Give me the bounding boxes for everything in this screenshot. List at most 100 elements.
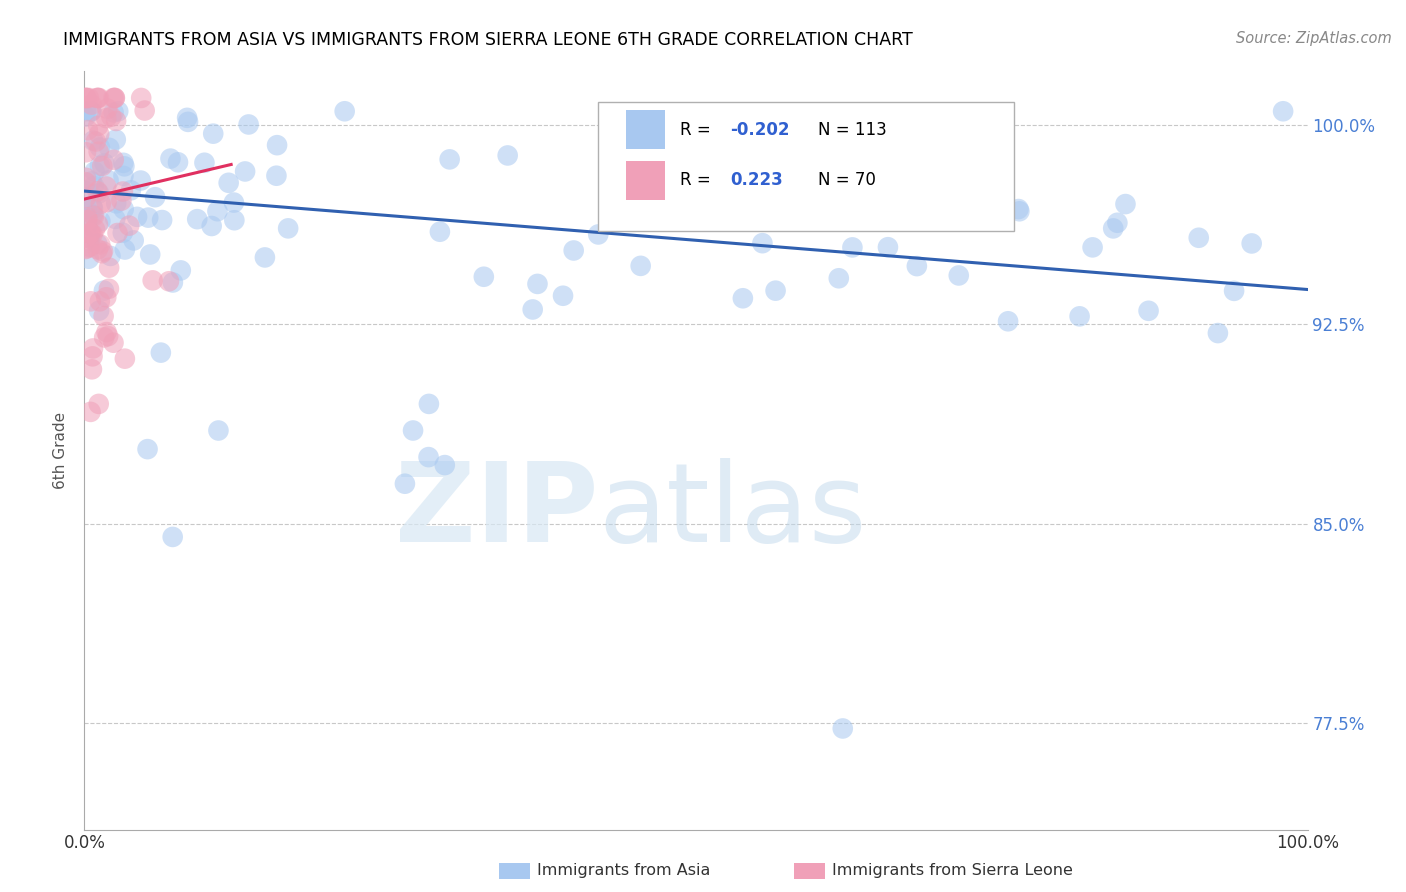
Point bbox=[496, 148, 519, 162]
Point bbox=[551, 289, 574, 303]
Point bbox=[948, 268, 970, 283]
Point bbox=[103, 105, 125, 120]
Point bbox=[96, 179, 118, 194]
Point bbox=[75, 91, 97, 105]
Point bbox=[107, 104, 129, 119]
Point bbox=[112, 169, 135, 183]
Text: ZIP: ZIP bbox=[395, 458, 598, 565]
Point bbox=[429, 225, 451, 239]
Point bbox=[87, 397, 110, 411]
Point bbox=[93, 330, 115, 344]
Point bbox=[748, 194, 770, 208]
Point bbox=[1114, 197, 1136, 211]
Point bbox=[96, 290, 118, 304]
Point bbox=[76, 218, 98, 232]
Point bbox=[1137, 303, 1160, 318]
Point bbox=[176, 111, 198, 125]
Point bbox=[112, 202, 135, 217]
Point bbox=[841, 240, 863, 254]
Point bbox=[97, 329, 120, 343]
Point bbox=[120, 183, 142, 197]
Point bbox=[91, 244, 114, 259]
Point bbox=[122, 234, 145, 248]
Point bbox=[82, 349, 104, 363]
Point bbox=[136, 442, 159, 457]
Point bbox=[129, 173, 152, 187]
Point bbox=[80, 97, 103, 112]
Text: -0.202: -0.202 bbox=[730, 120, 790, 139]
Point bbox=[418, 450, 440, 464]
Point bbox=[80, 104, 103, 119]
Point bbox=[76, 211, 98, 225]
Point bbox=[83, 164, 105, 178]
Point bbox=[170, 263, 193, 277]
Point bbox=[96, 111, 118, 125]
Point bbox=[98, 141, 121, 155]
Point bbox=[89, 237, 111, 252]
Point bbox=[93, 156, 115, 170]
Point bbox=[76, 123, 98, 137]
Point bbox=[98, 260, 121, 275]
Point bbox=[266, 138, 288, 153]
Point bbox=[114, 243, 136, 257]
Point bbox=[96, 102, 118, 116]
Text: IMMIGRANTS FROM ASIA VS IMMIGRANTS FROM SIERRA LEONE 6TH GRADE CORRELATION CHART: IMMIGRANTS FROM ASIA VS IMMIGRANTS FROM … bbox=[63, 31, 912, 49]
Point bbox=[905, 259, 928, 273]
Point bbox=[82, 208, 104, 222]
Point bbox=[112, 159, 135, 173]
Point bbox=[997, 314, 1019, 328]
Point bbox=[111, 226, 134, 240]
Point bbox=[93, 309, 115, 323]
Point bbox=[630, 259, 652, 273]
Point bbox=[80, 174, 103, 188]
Point bbox=[87, 119, 110, 133]
Point bbox=[100, 249, 122, 263]
Text: R =: R = bbox=[681, 120, 716, 139]
Point bbox=[75, 145, 97, 160]
Point bbox=[89, 186, 111, 201]
Point bbox=[104, 132, 127, 146]
Bar bbox=[626, 161, 665, 201]
Point bbox=[110, 194, 132, 208]
Point bbox=[186, 212, 208, 227]
Text: N = 113: N = 113 bbox=[818, 120, 887, 139]
Point bbox=[80, 104, 103, 119]
Point bbox=[79, 227, 101, 241]
Point bbox=[87, 217, 110, 231]
Point bbox=[82, 200, 104, 214]
Point bbox=[439, 153, 461, 167]
Point bbox=[699, 191, 721, 205]
Point bbox=[96, 195, 118, 210]
Y-axis label: 6th Grade: 6th Grade bbox=[53, 412, 69, 489]
Point bbox=[79, 231, 101, 245]
Point bbox=[103, 153, 125, 167]
Point bbox=[90, 246, 112, 260]
Point bbox=[84, 222, 107, 236]
Point bbox=[104, 91, 127, 105]
Point bbox=[82, 134, 104, 148]
Point bbox=[266, 169, 288, 183]
Point bbox=[207, 204, 229, 219]
Point bbox=[177, 115, 200, 129]
Point bbox=[877, 240, 900, 254]
Point bbox=[86, 243, 108, 257]
Point bbox=[111, 185, 134, 199]
Text: N = 70: N = 70 bbox=[818, 170, 876, 189]
Point bbox=[125, 210, 148, 224]
Point bbox=[83, 178, 105, 193]
Point bbox=[91, 159, 114, 173]
Point bbox=[277, 221, 299, 235]
Point bbox=[129, 91, 152, 105]
Point bbox=[831, 722, 853, 736]
Point bbox=[522, 302, 544, 317]
Point bbox=[433, 458, 456, 472]
Point bbox=[562, 244, 585, 258]
Point bbox=[105, 196, 128, 211]
Point bbox=[105, 114, 128, 128]
Point bbox=[75, 104, 97, 119]
Point bbox=[1206, 326, 1229, 340]
Point bbox=[104, 91, 127, 105]
Point bbox=[76, 213, 98, 227]
Point bbox=[207, 424, 229, 438]
Point bbox=[107, 226, 129, 240]
